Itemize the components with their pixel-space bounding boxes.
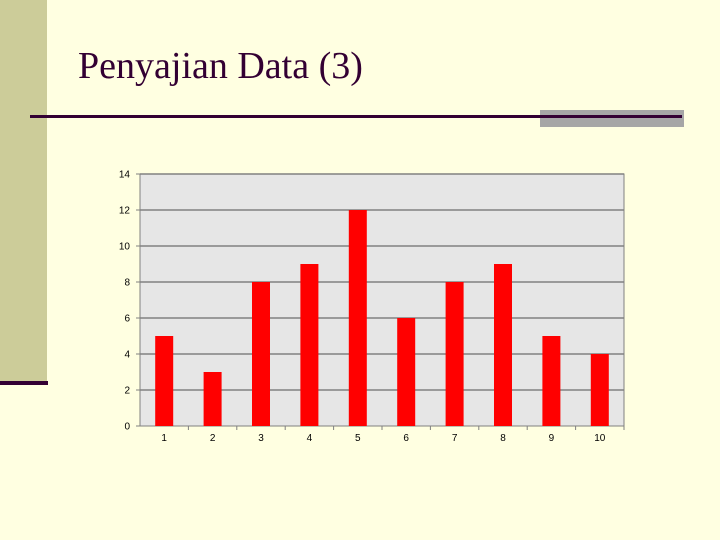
y-tick-label: 4 xyxy=(124,350,130,361)
slide-title: Penyajian Data (3) xyxy=(78,45,363,87)
x-tick-label: 10 xyxy=(594,433,606,444)
x-tick-label: 3 xyxy=(258,433,264,444)
bar xyxy=(397,318,416,426)
slide-sidebar-accent xyxy=(0,381,48,385)
bar xyxy=(494,264,512,426)
x-tick-label: 1 xyxy=(161,433,167,444)
x-tick-label: 7 xyxy=(452,433,458,444)
slide-sidebar xyxy=(0,0,47,383)
x-tick-label: 6 xyxy=(403,433,409,444)
y-tick-label: 0 xyxy=(124,422,130,433)
bar xyxy=(590,354,609,426)
x-tick-label: 9 xyxy=(549,433,555,444)
y-tick-label: 8 xyxy=(124,278,130,289)
title-rule-gray-block xyxy=(540,110,684,127)
x-tick-label: 8 xyxy=(500,433,506,444)
bar xyxy=(445,282,464,426)
y-tick-label: 6 xyxy=(124,314,130,325)
y-tick-label: 2 xyxy=(124,386,130,397)
bar xyxy=(348,210,367,426)
y-tick-label: 10 xyxy=(119,242,131,253)
y-tick-label: 12 xyxy=(119,206,131,217)
bar xyxy=(203,372,222,426)
bar xyxy=(155,336,174,426)
y-tick-label: 14 xyxy=(119,170,131,181)
bar xyxy=(300,264,319,426)
x-tick-label: 5 xyxy=(355,433,361,444)
x-tick-label: 4 xyxy=(307,433,313,444)
x-tick-label: 2 xyxy=(210,433,216,444)
title-rule xyxy=(30,115,682,118)
bar xyxy=(542,336,561,426)
bar xyxy=(252,282,270,426)
